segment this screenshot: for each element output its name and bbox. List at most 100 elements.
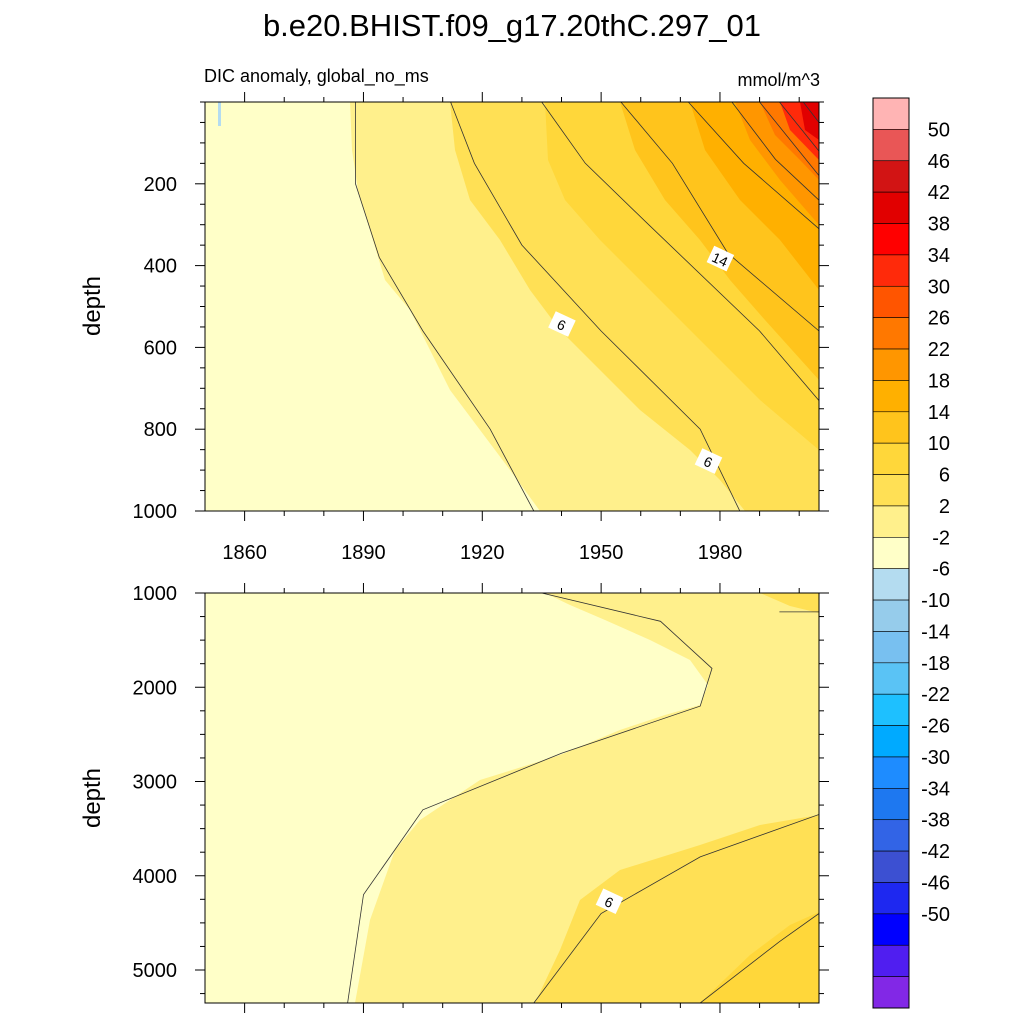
x-tick-label: 1980 xyxy=(698,542,743,564)
contour-line-30 xyxy=(779,102,819,152)
x-tick-label: 1890 xyxy=(341,542,386,564)
colorbar-box xyxy=(872,756,910,789)
colorbar-label: 46 xyxy=(928,151,950,173)
colorbar-box xyxy=(872,788,910,821)
contour-label: 6 xyxy=(694,448,723,474)
colorbar-box xyxy=(872,411,910,444)
upper-contour-labels: 14 6 6 xyxy=(548,245,735,474)
contour-line-2 xyxy=(347,593,713,1003)
lower-ylabel: depth xyxy=(79,768,106,828)
lower-contours xyxy=(347,593,819,1003)
colorbar-label: -14 xyxy=(921,621,950,643)
colorbar-box xyxy=(872,223,910,256)
upper-fills xyxy=(205,102,819,511)
colorbar-label: -10 xyxy=(921,590,950,612)
contour-line-26 xyxy=(759,102,819,176)
chart-title: b.e20.BHIST.f09_g17.20thC.297_01 xyxy=(263,8,761,43)
colorbar-label: 50 xyxy=(928,119,950,141)
upper-ylabel: depth xyxy=(79,276,106,336)
colorbar-frame xyxy=(872,97,910,1009)
upper-x-axis: 1860 1890 1920 1950 1980 xyxy=(222,92,800,564)
contour-label-bg xyxy=(706,245,735,272)
contour-label-bg xyxy=(694,448,723,474)
colorbar-box xyxy=(872,505,910,538)
lower-y-axis: 1000 2000 3000 4000 5000 xyxy=(133,583,829,995)
colorbar-label: 10 xyxy=(928,433,950,455)
colorbar-label: -30 xyxy=(921,747,950,769)
x-tick-label: 1860 xyxy=(222,542,267,564)
colorbar-box xyxy=(872,850,910,883)
contour-line-34 xyxy=(802,102,819,123)
colorbar-label: -18 xyxy=(921,653,950,675)
colorbar-box xyxy=(872,160,910,193)
contour-label: 6 xyxy=(595,888,624,915)
contour-line-6 xyxy=(450,102,741,511)
colorbar-box xyxy=(872,819,910,852)
colorbar-box xyxy=(872,474,910,507)
fill-upper-blue-spot xyxy=(218,102,221,126)
colorbar-label: -42 xyxy=(921,841,950,863)
y-tick-label: 3000 xyxy=(133,772,178,794)
subtitle-left: DIC anomaly, global_no_ms xyxy=(204,66,429,87)
y-tick-label: 400 xyxy=(144,256,177,278)
colorbar-box xyxy=(872,725,910,758)
colorbar-label: 26 xyxy=(928,308,950,330)
colorbar-label: -34 xyxy=(921,778,950,800)
x-tick-label: 1950 xyxy=(579,542,624,564)
contour-label: 6 xyxy=(548,311,576,337)
colorbar-label: -2 xyxy=(932,527,950,549)
colorbar-label: 30 xyxy=(928,276,950,298)
upper-y-axis: 200 400 600 800 1000 xyxy=(133,101,829,523)
colorbar-box xyxy=(872,568,910,601)
colorbar-box xyxy=(872,913,910,946)
colorbar-label: 38 xyxy=(928,214,950,236)
colorbar-box xyxy=(872,599,910,632)
x-tick-label: 1920 xyxy=(460,542,505,564)
colorbar-label: 6 xyxy=(939,465,950,487)
colorbar-label: 34 xyxy=(928,245,950,267)
contour-line-2 xyxy=(355,102,535,511)
lower-panel: 1000 2000 3000 4000 5000 depth 6 xyxy=(79,583,829,1013)
colorbar-label: -26 xyxy=(921,716,950,738)
colorbar-label: 22 xyxy=(928,339,950,361)
colorbar-box xyxy=(872,254,910,287)
y-tick-label: 1000 xyxy=(133,583,178,605)
colorbar-label: 14 xyxy=(928,402,950,424)
colorbar-box xyxy=(872,662,910,695)
colorbar-box xyxy=(872,693,910,726)
subtitle-right: mmol/m^3 xyxy=(738,70,820,90)
y-tick-label: 1000 xyxy=(133,501,178,523)
fill-lower-band-0-left xyxy=(205,593,346,1003)
colorbar-box xyxy=(872,380,910,413)
colorbar: 50 46 42 38 34 30 26 22 18 14 10 6 2 -2 -6 -10 -14 -18 -22… xyxy=(872,97,950,1009)
contour-label-text: 14 xyxy=(710,249,731,270)
y-tick-label: 2000 xyxy=(133,677,178,699)
contour-line-10 xyxy=(541,102,819,401)
colorbar-label: 2 xyxy=(939,496,950,518)
colorbar-box xyxy=(872,976,910,1009)
colorbar-label: -6 xyxy=(932,559,950,581)
lower-fills xyxy=(205,593,819,1003)
lower-x-axis xyxy=(244,583,800,1013)
contour-label: 14 xyxy=(706,245,735,272)
y-tick-label: 5000 xyxy=(133,960,178,982)
fill-lower-band-0 xyxy=(345,593,708,1003)
y-tick-label: 600 xyxy=(144,337,177,359)
contour-line-22 xyxy=(731,102,819,201)
colorbar-label: 18 xyxy=(928,370,950,392)
fill-upper-band-34 xyxy=(800,102,819,140)
contour-line-14 xyxy=(620,102,819,332)
colorbar-box xyxy=(872,442,910,475)
colorbar-box xyxy=(872,882,910,915)
colorbar-box xyxy=(872,129,910,162)
colorbar-label: 42 xyxy=(928,182,950,204)
y-tick-label: 4000 xyxy=(133,866,178,888)
colorbar-box xyxy=(872,537,910,569)
colorbar-box xyxy=(872,97,910,130)
colorbar-box xyxy=(872,348,910,381)
colorbar-box xyxy=(872,944,910,977)
contour-line-10 xyxy=(699,913,819,1003)
contour-label-bg xyxy=(595,888,624,915)
upper-plot-area xyxy=(205,102,819,511)
